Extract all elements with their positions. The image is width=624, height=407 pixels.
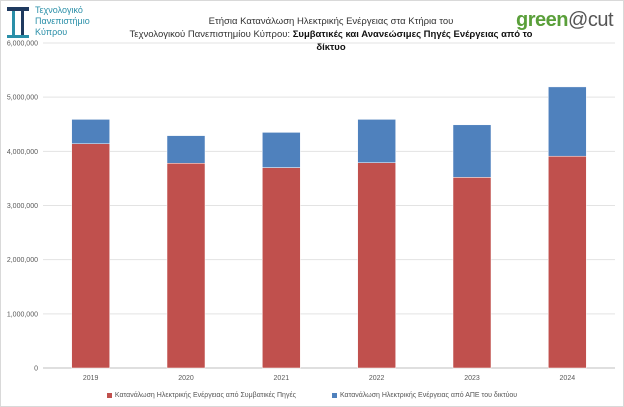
x-tick-label: 2024 (560, 375, 576, 382)
bar-renewable (548, 86, 587, 157)
chart-title: Ετήσια Κατανάλωση Ηλεκτρικής Ενέργειας σ… (121, 15, 541, 54)
y-tick-label: 1,000,000 (7, 311, 38, 318)
y-tick-label: 5,000,000 (7, 95, 38, 102)
university-name-line: Κύπρου (35, 27, 68, 37)
bar-renewable (71, 119, 110, 144)
bar-renewable (166, 135, 206, 164)
chart-title-line2: Τεχνολογικού Πανεπιστημίου Κύπρου: (129, 29, 293, 40)
chart-plot: 0 1,000,000 2,000,000 3,000,000 4,000,000 5,0… (7, 41, 615, 382)
legend-label: Κατανάλωση Ηλεκτρικής Ενέργειας από Συμβ… (114, 392, 296, 399)
y-tick-label: 3,000,000 (7, 203, 38, 210)
bar-renewable (452, 124, 492, 178)
y-tick-label: 4,000,000 (7, 149, 38, 156)
bar-conventional (166, 163, 206, 369)
bar-conventional (548, 155, 587, 369)
bar-renewable (357, 119, 396, 163)
bar-conventional (357, 162, 396, 369)
greencut-logo-green: green (516, 9, 569, 31)
x-tick-label: 2023 (464, 375, 480, 382)
bar-conventional (71, 143, 110, 369)
greencut-logo: green@cut (516, 9, 613, 32)
legend-swatch (106, 392, 112, 398)
university-name-line: Τεχνολογικό (35, 5, 83, 15)
legend-item-conventional: Κατανάλωση Ηλεκτρικής Ενέργειας από Συμβ… (106, 392, 296, 399)
x-tick-label: 2021 (274, 375, 290, 382)
greencut-logo-cut: @cut (568, 9, 613, 31)
legend-item-renewable: Κατανάλωση Ηλεκτρικής Ενέργειας από ΑΠΕ … (331, 392, 518, 399)
bar-conventional (452, 177, 492, 369)
legend-swatch (331, 392, 337, 398)
legend-label: Κατανάλωση Ηλεκτρικής Ενέργειας από ΑΠΕ … (339, 392, 518, 399)
y-tick-label: 2,000,000 (7, 257, 38, 264)
x-tick-label: 2020 (178, 375, 194, 382)
x-tick-label: 2019 (83, 375, 99, 382)
university-name-line: Πανεπιστήμιο (35, 16, 90, 26)
y-tick-label: 6,000,000 (7, 41, 38, 48)
university-logo-icon (7, 7, 29, 38)
chart-title-line2-bold: Συμβατικές και Ανανεώσιμες Πηγές Ενέργει… (292, 29, 533, 53)
university-logo: Τεχνολογικό Πανεπιστήμιο Κύπρου (7, 5, 90, 39)
legend: Κατανάλωση Ηλεκτρικής Ενέργειας από Συμβ… (1, 392, 623, 399)
chart-title-line1: Ετήσια Κατανάλωση Ηλεκτρικής Ενέργειας σ… (208, 16, 454, 27)
y-tick-label: 0 (34, 366, 38, 373)
bar-renewable (262, 132, 301, 168)
bar-conventional (262, 167, 301, 369)
x-tick-label: 2022 (369, 375, 385, 382)
